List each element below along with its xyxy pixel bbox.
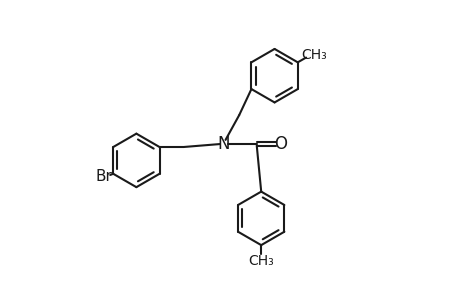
Text: Br: Br: [95, 169, 112, 184]
Text: CH₃: CH₃: [248, 254, 274, 268]
Text: CH₃: CH₃: [301, 48, 326, 62]
Text: N: N: [217, 135, 230, 153]
Text: O: O: [274, 135, 286, 153]
